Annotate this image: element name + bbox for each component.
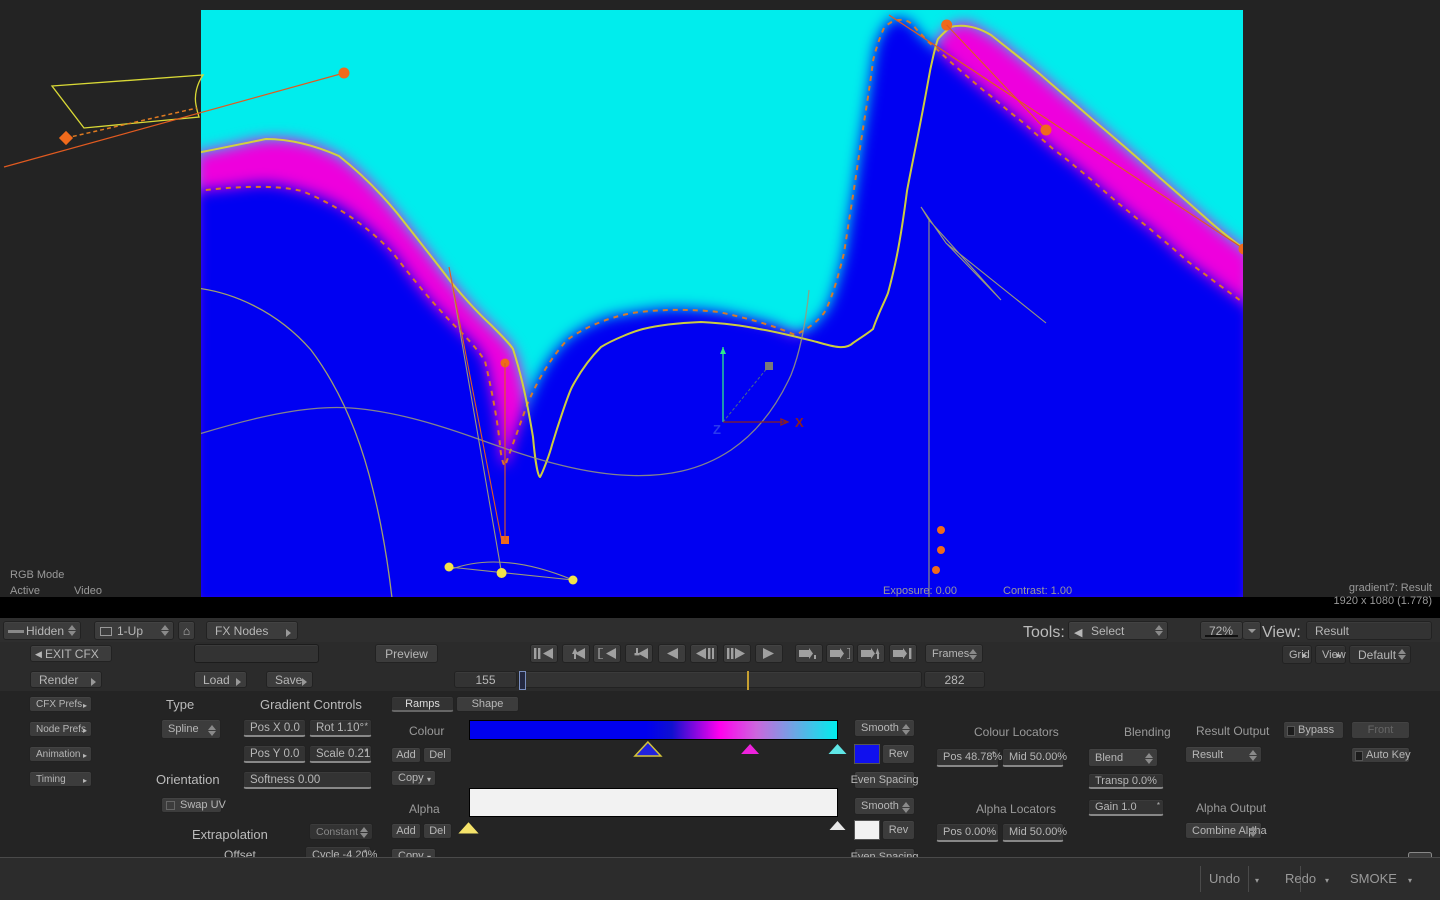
svg-text:Z: Z: [713, 422, 721, 437]
svg-text:X: X: [795, 415, 804, 430]
